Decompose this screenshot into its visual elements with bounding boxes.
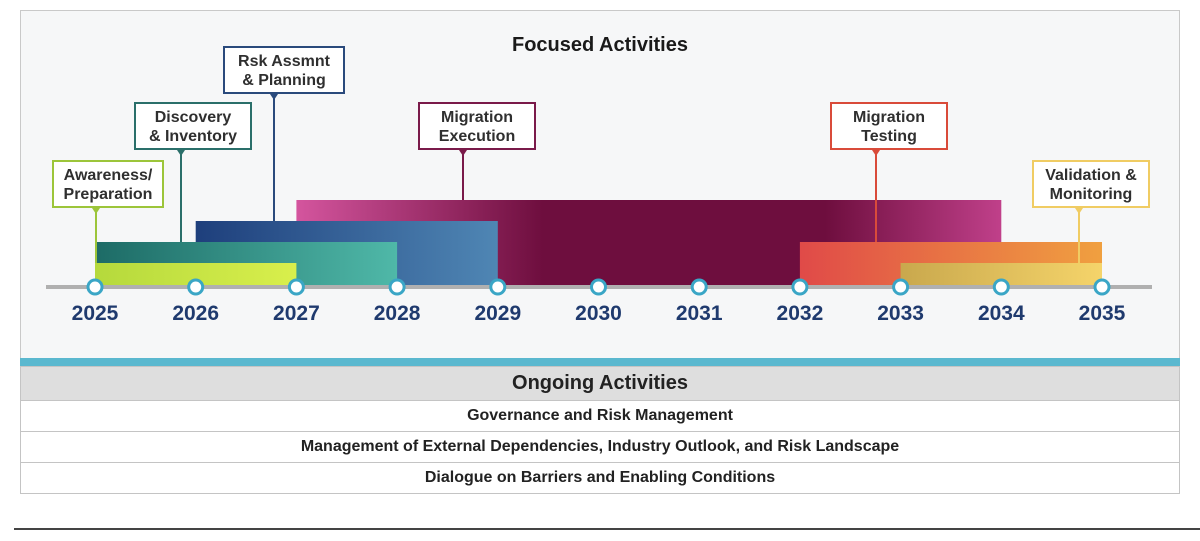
year-marker-2031 bbox=[690, 278, 708, 296]
phase-label-3: Migration Execution bbox=[418, 102, 536, 150]
phase-leader-arrow-0 bbox=[92, 208, 100, 214]
year-label-2028: 2028 bbox=[373, 302, 421, 325]
year-marker-2029 bbox=[489, 278, 507, 296]
ongoing-row-governance: Governance and Risk Management bbox=[20, 401, 1180, 432]
phase-label-4: Migration Testing bbox=[830, 102, 948, 150]
phase-label-5: Validation & Monitoring bbox=[1032, 160, 1150, 208]
year-marker-2035 bbox=[1093, 278, 1111, 296]
section-divider-stripe bbox=[20, 358, 1180, 366]
phase-leader-arrow-2 bbox=[270, 94, 278, 100]
year-label-2029: 2029 bbox=[474, 302, 522, 325]
year-label-2033: 2033 bbox=[877, 302, 924, 325]
year-marker-2028 bbox=[388, 278, 406, 296]
year-marker-2032 bbox=[791, 278, 809, 296]
year-label-2035: 2035 bbox=[1078, 302, 1126, 325]
footer-rule bbox=[14, 528, 1200, 530]
phase-label-0: Awareness/ Preparation bbox=[52, 160, 164, 208]
year-label-2030: 2030 bbox=[575, 302, 622, 325]
phase-label-1: Discovery & Inventory bbox=[134, 102, 252, 150]
year-label-2027: 2027 bbox=[273, 302, 320, 325]
year-label-2034: 2034 bbox=[977, 302, 1025, 325]
diagram-title: Focused Activities bbox=[512, 34, 688, 56]
year-marker-2026 bbox=[187, 278, 205, 296]
ongoing-row-dialogue: Dialogue on Barriers and Enabling Condit… bbox=[20, 463, 1180, 494]
ongoing-activities-header: Ongoing Activities bbox=[20, 366, 1180, 401]
year-marker-2034 bbox=[992, 278, 1010, 296]
year-label-2026: 2026 bbox=[172, 302, 220, 325]
ongoing-row-external-dependencies: Management of External Dependencies, Ind… bbox=[20, 432, 1180, 463]
phase-label-2: Rsk Assmnt & Planning bbox=[223, 46, 345, 94]
year-label-2025: 2025 bbox=[71, 302, 119, 325]
year-marker-2030 bbox=[590, 278, 607, 296]
phase-leader-arrow-4 bbox=[872, 150, 880, 156]
phase-leader-arrow-1 bbox=[177, 150, 185, 156]
year-label-2031: 2031 bbox=[675, 302, 723, 325]
year-marker-2025 bbox=[86, 278, 104, 296]
phase-leader-arrow-5 bbox=[1075, 208, 1083, 214]
phase-leader-arrow-3 bbox=[459, 150, 467, 156]
year-label-2032: 2032 bbox=[776, 302, 824, 325]
year-marker-2027 bbox=[287, 278, 305, 296]
timeline-svg bbox=[46, 94, 1152, 296]
year-marker-2033 bbox=[892, 278, 910, 296]
